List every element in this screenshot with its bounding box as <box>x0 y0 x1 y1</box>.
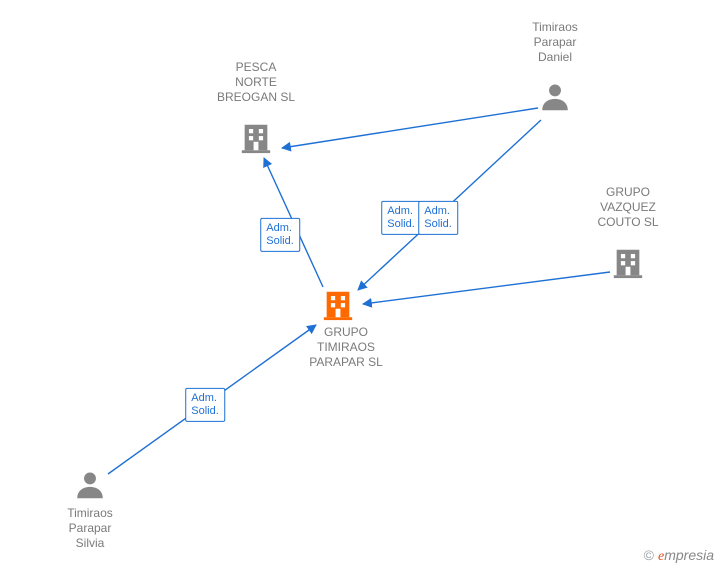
node-label-daniel: Timiraos Parapar Daniel <box>532 20 578 65</box>
node-label-central: GRUPO TIMIRAOS PARAPAR SL <box>309 325 383 370</box>
edge-daniel-pesca <box>282 108 538 148</box>
copyright-symbol: © <box>644 547 654 563</box>
edge-label-daniel-pesca: Adm. Solid. <box>381 201 421 235</box>
edge-label-silvia-central: Adm. Solid. <box>185 388 225 422</box>
building-icon-central[interactable] <box>321 288 355 327</box>
edge-label-daniel-central: Adm. Solid. <box>418 201 458 235</box>
person-icon-silvia[interactable] <box>73 469 107 508</box>
building-icon-pesca[interactable] <box>239 121 273 160</box>
edge-vazquez-central <box>363 272 610 304</box>
edge-label-central-pesca: Adm. Solid. <box>260 218 300 252</box>
node-label-silvia: Timiraos Parapar Silvia <box>67 506 113 551</box>
node-label-pesca: PESCA NORTE BREOGAN SL <box>217 60 295 105</box>
diagram-canvas <box>0 0 728 575</box>
watermark-text: mpresia <box>664 547 714 563</box>
watermark: ©empresia <box>644 547 714 565</box>
node-label-vazquez: GRUPO VAZQUEZ COUTO SL <box>597 185 658 230</box>
building-icon-vazquez[interactable] <box>611 246 645 285</box>
person-icon-daniel[interactable] <box>538 81 572 120</box>
